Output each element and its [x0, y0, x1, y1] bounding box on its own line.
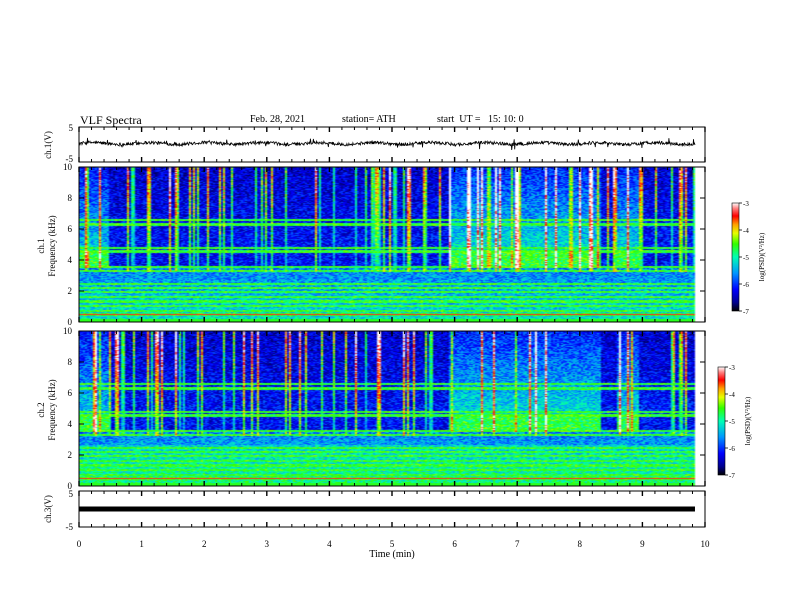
ch3-waveform-ylabel: ch.3(V): [43, 495, 53, 523]
time-axis-tick-label: 4: [327, 539, 332, 549]
ch3-ytick-top: 5: [69, 489, 74, 499]
header-date: Feb. 28, 2021: [250, 114, 305, 125]
ch1-waveform-line: [78, 137, 696, 151]
ch2-spectrogram-ylabel-channel: ch.2: [36, 402, 46, 417]
colorbar-tick-label: -6: [743, 281, 749, 289]
time-axis-tick-labels: 0 1 2 3 4 5 6 7 8 9 10: [77, 539, 710, 549]
time-axis-tick-label: 10: [701, 539, 711, 549]
chart-title: VLF Spectra: [80, 113, 142, 127]
header-start-time: start UT = 15: 10: 0: [437, 114, 524, 125]
time-axis-tick-label: 5: [390, 539, 395, 549]
colorbar-tick-label: -5: [743, 254, 749, 262]
frequency-tick-label: 2: [68, 286, 73, 296]
ch1-spectrogram-yticks: 0 2 4 6 8 10: [63, 162, 705, 327]
ch2-spectrogram-ylabel-frequency: Frequency (kHz): [47, 379, 57, 440]
time-axis-tick-label: 6: [452, 539, 457, 549]
colorbar-tick-label: -7: [743, 308, 749, 316]
ch2-colorbar-ticks: -3 -4 -5 -6 -7: [725, 364, 735, 480]
ch1-waveform-ylabel: ch.1(V): [43, 131, 53, 159]
frequency-tick-label: 6: [68, 224, 73, 234]
colorbar-tick-label: -6: [729, 445, 735, 453]
frequency-tick-label: 2: [68, 450, 73, 460]
time-axis-tick-label: 0: [77, 539, 82, 549]
ch1-colorbar: [731, 202, 740, 312]
colorbar-tick-label: -4: [729, 391, 735, 399]
ch2-spectrogram-ticks: [78, 331, 706, 486]
ch1-spectrogram-ylabel-channel: ch.1: [36, 238, 46, 253]
ch3-waveform-ticks: [78, 491, 706, 527]
frequency-tick-label: 8: [68, 193, 73, 203]
colorbar-tick-label: -3: [729, 364, 735, 372]
ch1-colorbar-ticks: -3 -4 -5 -6 -7: [739, 200, 749, 316]
time-axis-tick-label: 9: [640, 539, 645, 549]
ch1-colorbar-label: log(PSD)(V²/Hz): [758, 232, 766, 281]
frequency-tick-label: 4: [68, 419, 73, 429]
time-axis-tick-label: 2: [202, 539, 207, 549]
colorbar-tick-label: -7: [729, 472, 735, 480]
ch2-colorbar-label: log(PSD)(V²/Hz): [744, 396, 752, 445]
frequency-tick-label: 6: [68, 388, 73, 398]
colorbar-tick-label: -5: [729, 418, 735, 426]
ch1-spectrogram-ticks: [78, 167, 706, 322]
ch2-spectrogram-image: [79, 331, 705, 486]
frequency-tick-label: 0: [68, 481, 73, 491]
time-axis-tick-label: 8: [578, 539, 583, 549]
ch1-waveform-ticks: [78, 127, 706, 162]
ch1-spectrogram-ylabel-frequency: Frequency (kHz): [47, 215, 57, 276]
ch1-ytick-top: 5: [69, 123, 74, 133]
ch2-colorbar: [717, 366, 726, 476]
colorbar-tick-label: -3: [743, 200, 749, 208]
header-station: station= ATH: [342, 114, 396, 125]
time-axis-tick-label: 7: [515, 539, 520, 549]
ch1-ytick-bottom: -5: [66, 154, 74, 164]
frequency-tick-label: 0: [68, 317, 73, 327]
time-axis-label: Time (min): [369, 549, 414, 560]
ch3-waveform-panel: 5 -5 ch.3(V) 0 1 2 3 4 5 6 7 8 9 10 Time (min): [43, 489, 710, 560]
time-axis-tick-label: 3: [265, 539, 270, 549]
ch2-spectrogram-yticks: 0 2 4 6 8 10: [63, 326, 705, 491]
frequency-tick-label: 10: [63, 162, 73, 172]
ch3-ytick-bottom: -5: [66, 522, 74, 532]
time-axis-tick-label: 1: [139, 539, 144, 549]
frequency-tick-label: 10: [63, 326, 73, 336]
frequency-tick-label: 8: [68, 357, 73, 367]
frequency-tick-label: 4: [68, 255, 73, 265]
colorbar-tick-label: -4: [743, 227, 749, 235]
ch1-spectrogram-image: [79, 167, 705, 322]
ch1-waveform-panel: 5 -5 ch.1(V): [43, 123, 706, 164]
